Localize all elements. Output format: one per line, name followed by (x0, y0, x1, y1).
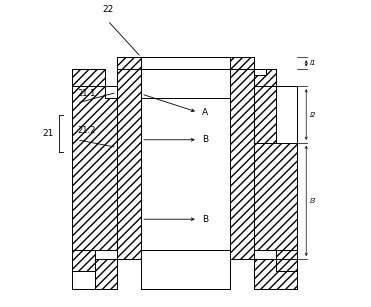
Bar (117, 57, 254, 69)
Text: 21.1: 21.1 (77, 89, 95, 99)
Bar (117, 57, 141, 69)
Bar (230, 69, 254, 259)
Bar (276, 250, 297, 271)
Text: B: B (202, 135, 209, 144)
Bar (141, 250, 230, 290)
Bar (95, 259, 117, 290)
Text: l1: l1 (310, 60, 316, 66)
Bar (141, 69, 230, 250)
Bar (254, 86, 276, 143)
Polygon shape (254, 69, 276, 86)
Bar (117, 69, 141, 259)
Text: A: A (202, 108, 209, 117)
Bar (254, 143, 297, 250)
Text: 21: 21 (43, 129, 54, 138)
Bar (141, 57, 230, 69)
Text: l3: l3 (310, 198, 316, 204)
Text: 21.2: 21.2 (77, 126, 95, 135)
Bar (254, 259, 297, 290)
Text: 22: 22 (102, 6, 113, 14)
Bar (72, 250, 95, 271)
Text: B: B (202, 215, 209, 224)
Text: l2: l2 (310, 111, 316, 118)
Bar (230, 57, 254, 69)
Polygon shape (72, 86, 117, 250)
Bar (72, 69, 105, 86)
